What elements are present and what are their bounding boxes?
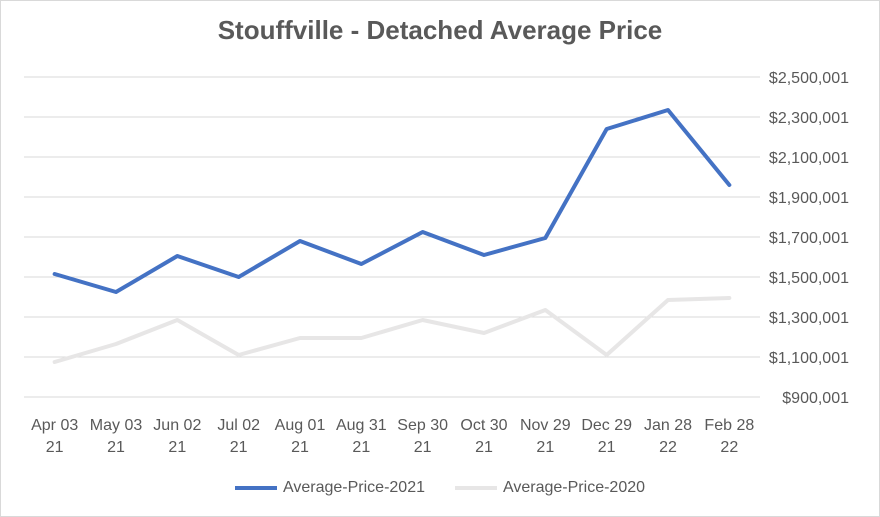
x-tick-label-year: 21	[352, 439, 370, 456]
x-tick-label: May 03	[90, 417, 143, 434]
legend-swatch-2020	[455, 486, 497, 490]
y-tick-label: $2,100,001	[769, 150, 849, 167]
y-tick-label: $1,900,001	[769, 190, 849, 207]
x-tick-label: Nov 29	[520, 417, 571, 434]
x-tick-label-year: 21	[107, 439, 125, 456]
legend-swatch-2021	[234, 486, 277, 490]
chart-title: Stouffville - Detached Average Price	[217, 15, 663, 45]
x-tick-label-year: 21	[46, 439, 64, 456]
x-tick-label-year: 21	[168, 439, 186, 456]
legend-item-2020: Average-Price-2020	[455, 479, 645, 497]
x-tick-label: Dec 29	[581, 417, 632, 434]
x-tick-label: Oct 30	[460, 417, 507, 434]
y-tick-label: $900,001	[782, 390, 849, 407]
y-tick-label: $2,300,001	[769, 110, 849, 127]
x-tick-label-year: 21	[536, 439, 554, 456]
series-line-average-price-2021	[52, 108, 732, 295]
legend-label-2020: Average-Price-2020	[503, 479, 646, 496]
x-tick-label-year: 21	[598, 439, 616, 456]
x-tick-label-year: 21	[414, 439, 432, 456]
y-tick-label: $1,300,001	[769, 310, 849, 327]
series-line-average-price-2020	[52, 296, 732, 365]
x-tick-label-year: 21	[291, 439, 309, 456]
x-tick-label: Sep 30	[397, 417, 448, 434]
legend-label-2021: Average-Price-2021	[282, 479, 425, 496]
y-tick-label: $1,700,001	[769, 230, 849, 247]
y-tick-label: $1,500,001	[769, 270, 849, 287]
x-tick-label-year: 21	[475, 439, 493, 456]
legend-item-2021: Average-Price-2021	[234, 479, 425, 497]
x-tick-label-year: 22	[659, 439, 677, 456]
x-tick-label: Aug 01	[275, 417, 326, 434]
legend: Average-Price-2021 Average-Price-2020	[1, 479, 879, 497]
y-tick-label: $1,100,001	[769, 350, 849, 367]
x-tick-label: Jan 28	[644, 417, 692, 434]
x-tick-label: Jul 02	[217, 417, 260, 434]
x-tick-label-year: 22	[720, 439, 738, 456]
x-tick-label: Aug 31	[336, 417, 387, 434]
y-tick-label: $2,500,001	[769, 70, 849, 87]
x-tick-label: Apr 03	[31, 417, 78, 434]
x-tick-label: Jun 02	[153, 417, 201, 434]
x-tick-label: Feb 28	[704, 417, 754, 434]
x-tick-label-year: 21	[230, 439, 248, 456]
